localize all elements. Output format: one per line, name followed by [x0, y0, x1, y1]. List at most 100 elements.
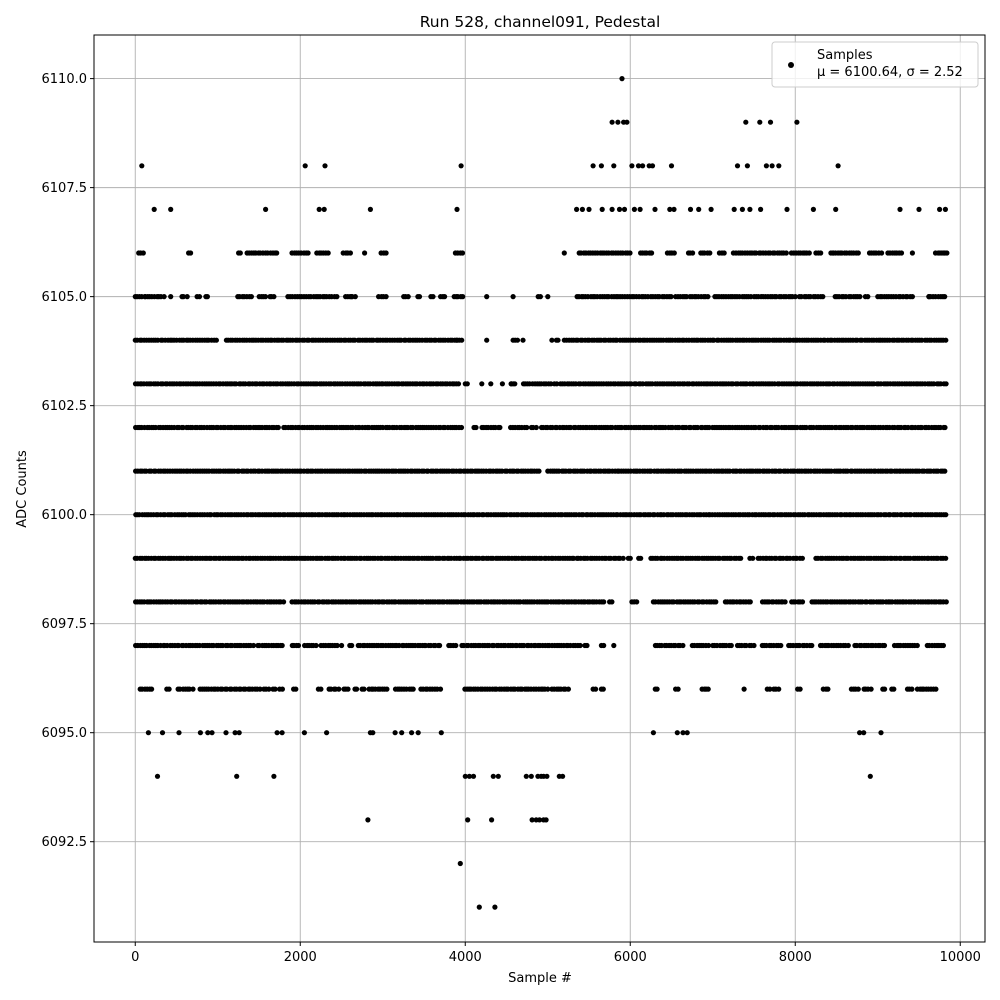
data-point [383, 294, 389, 300]
data-point [671, 206, 677, 212]
data-point [437, 642, 443, 649]
data-point [514, 337, 521, 343]
data-point [279, 730, 285, 736]
data-point [926, 294, 932, 300]
legend-box [771, 41, 979, 88]
data-point [599, 206, 605, 212]
data-point [680, 730, 686, 736]
data-point [684, 730, 690, 736]
data-point [609, 206, 615, 212]
data-point [941, 250, 947, 256]
data-point [166, 686, 172, 692]
data-point [640, 163, 646, 169]
data-point [933, 686, 939, 692]
data-point [318, 686, 324, 692]
data-point [499, 381, 505, 387]
data-point [365, 817, 371, 823]
data-point [615, 119, 621, 125]
data-point [680, 642, 686, 649]
data-point [274, 730, 280, 736]
data-point [579, 206, 586, 212]
data-point [943, 599, 949, 605]
data-point [624, 119, 630, 125]
data-point [442, 294, 448, 300]
legend-series-label: Samples [817, 48, 873, 63]
data-point [855, 250, 861, 256]
data-point [705, 686, 711, 692]
data-point [188, 250, 194, 256]
data-point [744, 163, 751, 169]
data-point [537, 294, 544, 300]
y-tick-label: 6102.5 [42, 399, 88, 414]
data-point [313, 642, 319, 649]
data-point [792, 294, 798, 300]
data-point [668, 163, 675, 169]
data-point [898, 250, 905, 256]
data-point [620, 555, 626, 561]
x-tick-label: 10000 [940, 950, 981, 965]
data-point [627, 250, 633, 256]
y-tick-label: 6092.5 [42, 835, 88, 850]
data-point [942, 424, 948, 431]
data-point [383, 250, 389, 256]
data-point [367, 206, 373, 212]
data-point [234, 773, 240, 779]
data-point [168, 206, 174, 212]
data-point [512, 381, 518, 387]
data-point [459, 250, 466, 256]
data-point [833, 206, 839, 212]
data-point [354, 686, 360, 692]
data-point [668, 294, 674, 300]
data-point [361, 686, 367, 692]
data-point [488, 381, 494, 387]
data-point [543, 817, 549, 823]
data-point [667, 206, 673, 212]
data-point [495, 773, 501, 779]
data-point [747, 206, 753, 212]
data-point [197, 730, 203, 736]
data-point [909, 250, 916, 256]
data-point [209, 730, 215, 736]
data-point [555, 337, 561, 343]
data-point [462, 773, 468, 779]
data-point [650, 730, 657, 736]
data-point [897, 206, 903, 212]
data-point [696, 206, 702, 212]
data-point [204, 294, 210, 300]
data-point [405, 294, 411, 300]
data-point [438, 730, 444, 736]
data-point [454, 206, 460, 212]
data-point [648, 250, 654, 256]
data-point [262, 294, 269, 300]
data-point [213, 337, 219, 343]
data-point [830, 250, 836, 256]
data-point [392, 730, 398, 736]
data-point [205, 730, 211, 736]
data-point [561, 250, 567, 256]
data-point [708, 206, 714, 212]
data-point [861, 730, 867, 736]
data-point [616, 206, 623, 212]
data-point [430, 294, 436, 300]
data-point [271, 294, 277, 300]
data-point [545, 686, 551, 692]
data-point [797, 686, 803, 692]
data-point [778, 642, 784, 649]
x-axis-label: Sample # [508, 971, 572, 986]
data-point [734, 163, 741, 169]
data-point [741, 686, 747, 692]
data-point [810, 206, 817, 212]
data-point [799, 555, 806, 561]
data-point [674, 730, 680, 736]
data-point [263, 206, 269, 212]
data-point [942, 468, 948, 474]
data-point [489, 817, 495, 823]
data-point [410, 686, 416, 692]
data-point [161, 294, 167, 300]
data-point [799, 599, 806, 605]
data-point [690, 250, 696, 256]
data-point [794, 119, 800, 125]
data-point [334, 294, 340, 300]
data-point [635, 163, 642, 169]
data-point [184, 294, 190, 300]
